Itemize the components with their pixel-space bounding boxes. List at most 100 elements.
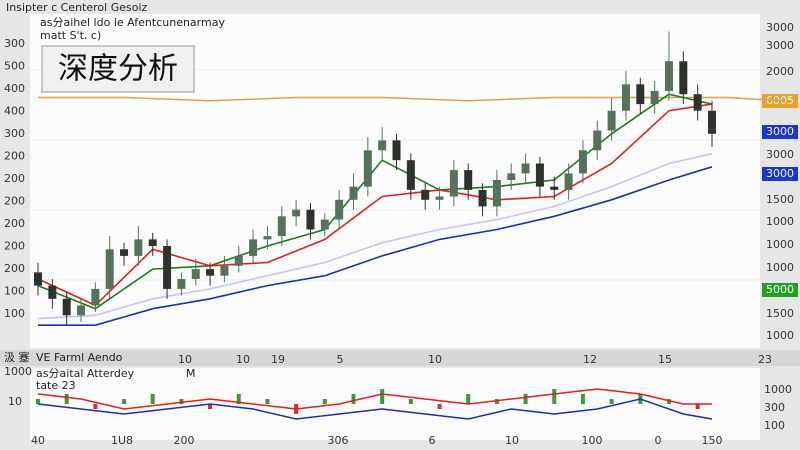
candle-body <box>363 150 372 187</box>
candle-body <box>249 239 258 256</box>
left-axis-label: 400 <box>4 105 25 118</box>
legend-sub: matt S't. c) <box>40 29 101 42</box>
candle-body <box>693 94 702 111</box>
lower-legend-mark: M <box>186 367 196 380</box>
candle-body <box>550 186 559 190</box>
candle-body <box>507 173 516 180</box>
left-axis-label: 100 <box>4 307 25 320</box>
left-axis-label: 200 <box>4 262 25 275</box>
right-axis-label: 2000 <box>766 65 794 78</box>
candle-body <box>406 160 415 190</box>
candle-body <box>708 110 716 134</box>
right-label-box <box>762 283 798 297</box>
candle-body <box>421 189 430 200</box>
lower-x-label: 200 <box>174 434 195 447</box>
lower-left-label: 10 <box>8 395 22 408</box>
candle-body <box>492 180 501 207</box>
x-label: 10 <box>178 353 192 366</box>
x-label: 10 <box>236 353 250 366</box>
lower-x-label: 10 <box>505 434 519 447</box>
candle-body <box>435 196 444 200</box>
candle-body <box>578 150 587 174</box>
lower-legend-sub: tate 23 <box>36 379 76 392</box>
osc-bar <box>666 399 671 404</box>
osc-bar <box>265 399 270 404</box>
candle-body <box>91 288 100 306</box>
candle-body <box>679 61 688 95</box>
left-axis-label: 400 <box>4 82 25 95</box>
candle-body <box>320 219 329 230</box>
right-axis-label: 3000 <box>766 21 794 34</box>
right-label-box <box>762 125 798 139</box>
left-axis-label: 300 <box>4 127 25 140</box>
lower-x-label: 100 <box>582 434 603 447</box>
osc-bar <box>122 399 127 404</box>
osc-bar <box>36 399 40 404</box>
candle-body <box>464 170 473 190</box>
right-label-box <box>762 167 798 181</box>
x-label: 10 <box>428 353 442 366</box>
candle-body <box>593 130 602 151</box>
osc-bar <box>208 404 213 409</box>
candle-body <box>220 265 229 276</box>
candle-body <box>163 246 172 289</box>
osc-bar <box>236 394 241 404</box>
right-axis-label: 5000 <box>766 283 794 296</box>
legend: as分aihel ldo le Afentcunenarmay <box>40 16 225 29</box>
osc-bar <box>179 399 184 404</box>
lower-left-label: 1000 <box>4 365 32 378</box>
osc-bar <box>322 399 327 404</box>
candle-body <box>148 239 157 246</box>
x-label: 5 <box>337 353 344 366</box>
strip <box>0 350 800 366</box>
right-axis-label: 1000 <box>766 238 794 251</box>
left-axis-label: 200 <box>4 195 25 208</box>
left-axis-label: 200 <box>4 150 25 163</box>
osc-bar <box>552 389 557 404</box>
candle-body <box>177 279 186 289</box>
lower-x-label: 6 <box>429 434 436 447</box>
candle-body <box>34 272 42 286</box>
candle-body <box>521 163 530 174</box>
candle-body <box>292 209 301 217</box>
left-axis-label: 200 <box>4 172 25 185</box>
x-label: 15 <box>658 353 672 366</box>
candle-body <box>449 170 458 197</box>
title: Insipter c Centerol Gesoiz <box>6 1 148 14</box>
lower-panel <box>30 368 760 440</box>
badge-box <box>41 45 195 93</box>
candle-body <box>191 269 200 279</box>
ma-line <box>38 166 713 326</box>
candle-body <box>77 305 86 316</box>
x-label: 12 <box>583 353 597 366</box>
candle-body <box>621 84 630 111</box>
osc-line <box>37 398 713 420</box>
candle-body <box>650 90 659 105</box>
candle-body <box>335 199 344 220</box>
candle-body <box>120 249 129 256</box>
candle-body <box>62 298 71 316</box>
candle-body <box>636 84 645 105</box>
left-axis-label: 300 <box>4 37 25 50</box>
osc-bar <box>150 394 155 404</box>
osc-bar <box>466 394 471 404</box>
strip-title: VE Farml Aendo <box>36 351 123 364</box>
candle-body <box>349 186 358 200</box>
candle-body <box>564 173 573 190</box>
right-axis-label: 1000 <box>766 215 794 228</box>
osc-bar <box>609 399 614 404</box>
right-axis-label: 1500 <box>766 193 794 206</box>
right-axis-label: 3000 <box>766 148 794 161</box>
osc-bar <box>695 404 700 409</box>
lower-x-label: 150 <box>702 434 723 447</box>
candle-body <box>392 140 401 161</box>
x-label: 19 <box>271 353 285 366</box>
candle-body <box>378 140 387 151</box>
osc-bar <box>437 404 442 409</box>
candle-body <box>607 110 616 131</box>
lower-x-label: 1U8 <box>111 434 133 447</box>
strip-left: 汲 蹇 <box>4 350 30 364</box>
candle-body <box>478 189 487 207</box>
